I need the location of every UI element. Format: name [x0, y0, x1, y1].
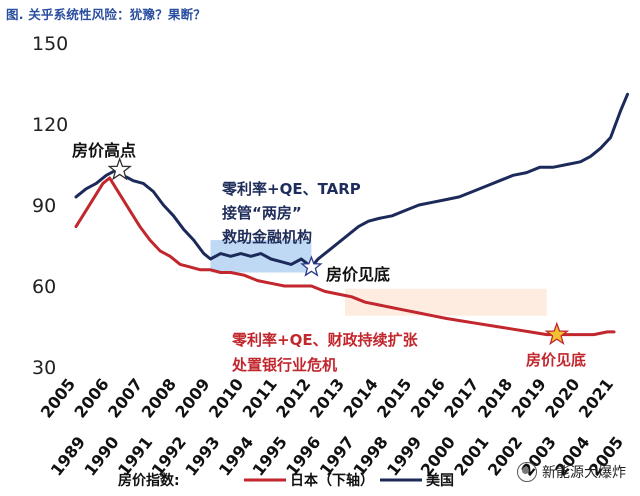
watermark-logo-icon	[517, 462, 537, 482]
x-tick-bottom-label: 1990	[80, 433, 122, 480]
legend: 房价指数: 日本（下轴） 美国	[118, 472, 454, 489]
x-tick-bottom-label: 1989	[47, 433, 89, 480]
x-tick-bottom-label: 1993	[181, 433, 223, 480]
star-marker-icon	[544, 321, 570, 346]
x-tick-top-label: 2009	[171, 375, 213, 422]
star-marker-icon	[300, 255, 323, 277]
x-tick-bottom-label: 1999	[383, 433, 425, 480]
y-tick-label: 120	[32, 114, 68, 136]
legend-item-label: 日本（下轴）	[290, 472, 374, 489]
y-tick-label: 60	[32, 276, 56, 298]
annotations: 房价高点房价见底房价见底零利率+QE、TARP接管“两房”救助金融机构零利率+Q…	[72, 141, 586, 374]
x-tick-top-label: 2005	[37, 375, 79, 422]
x-tick-top-label: 2006	[70, 375, 112, 422]
annotation-japan-bottom: 房价见底	[526, 351, 586, 369]
x-tick-top-label: 2008	[138, 375, 180, 422]
x-tick-top-label: 2015	[373, 375, 415, 422]
legend-item-label: 美国	[426, 472, 454, 489]
y-tick-label: 150	[32, 33, 68, 55]
x-tick-bottom-label: 1995	[249, 433, 291, 480]
x-tick-top-label: 2021	[575, 375, 617, 422]
legend-label: 房价指数:	[118, 472, 180, 489]
x-tick-top-label: 2011	[239, 375, 281, 422]
series-line-us	[74, 92, 629, 269]
x-tick-top-label: 2020	[541, 375, 583, 422]
x-tick-bottom-label: 2001	[450, 433, 492, 480]
x-axis-top-ticks: 2005200620072008200920102011201220132014…	[37, 375, 617, 422]
x-tick-top-label: 2018	[474, 375, 516, 422]
star-marker-icon	[107, 156, 133, 181]
annotation-us-policy: 接管“两房”	[222, 204, 302, 222]
chart-title: 图. 关乎系统性风险：犹豫？果断？	[6, 7, 207, 22]
x-tick-top-label: 2019	[508, 375, 550, 422]
annotation-us-policy: 救助金融机构	[222, 228, 312, 246]
y-tick-label: 30	[32, 357, 56, 379]
x-tick-top-label: 2010	[205, 375, 247, 422]
annotation-us-peak: 房价高点	[72, 141, 136, 160]
annotation-us-bottom: 房价见底	[326, 265, 390, 284]
y-tick-label: 90	[32, 195, 56, 217]
x-tick-top-label: 2017	[440, 375, 482, 422]
x-tick-top-label: 2012	[272, 375, 314, 422]
x-tick-top-label: 2007	[104, 375, 146, 422]
series-line-japan	[74, 176, 616, 337]
annotation-japan-policy: 处置银行业危机	[231, 356, 337, 374]
x-tick-bottom-label: 1994	[215, 433, 257, 480]
x-tick-top-label: 2013	[306, 375, 348, 422]
annotation-japan-policy: 零利率+QE、财政持续扩张	[231, 331, 419, 349]
watermark-text: 新能源大爆炸	[542, 465, 626, 481]
x-tick-top-label: 2016	[407, 375, 449, 422]
annotation-us-policy: 零利率+QE、TARP	[221, 180, 361, 198]
markers	[107, 156, 570, 346]
shaded-range-1	[345, 288, 547, 316]
series-lines	[74, 92, 629, 337]
y-axis-ticks: 30 60 90 120 150	[32, 33, 68, 379]
watermark: 新能源大爆炸	[517, 462, 626, 482]
x-tick-top-label: 2014	[339, 375, 381, 422]
